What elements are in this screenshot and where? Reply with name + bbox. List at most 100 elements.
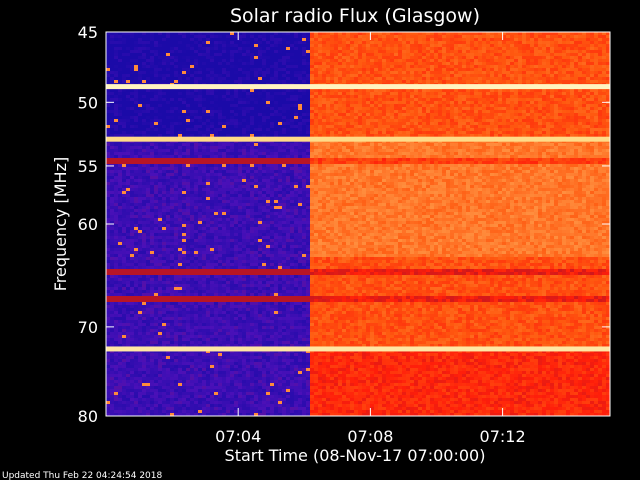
spectrogram-cell [274,47,278,50]
spectrogram-cell [198,35,202,38]
spectrogram-cell [358,47,362,50]
spectrogram-cell [166,92,170,95]
spectrogram-cell [114,89,118,92]
spectrogram-cell [518,68,522,71]
spectrogram-cell [578,59,582,62]
spectrogram-cell [434,68,438,71]
spectrogram-cell [398,77,402,80]
spectrogram-cell [278,53,282,56]
spectrogram-cell [178,56,182,59]
spectrogram-cell [458,68,462,71]
spectrogram-cell [130,59,134,62]
spectrogram-cell [130,92,134,95]
spectrogram-cell [570,77,574,80]
spectrogram-cell [586,89,590,92]
spectrogram-cell [602,77,606,80]
spectrogram-cell [326,35,330,38]
spectrogram-cell [118,65,122,68]
spectrogram-cell [582,59,586,62]
spectrogram-cell [190,41,194,44]
spectrogram-cell [522,65,526,68]
spectrogram-cell [166,53,170,56]
spectrogram-cell [302,95,306,98]
spectrogram-cell [562,50,566,53]
spectrogram-cell [402,41,406,44]
spectrogram-cell [346,80,350,83]
spectrogram-cell [422,38,426,41]
spectrogram-cell [190,38,194,41]
spectrogram-cell [446,50,450,53]
spectrogram-cell [154,59,158,62]
spectrogram-cell [198,77,202,80]
spectrogram-cell [314,56,318,59]
spectrogram-cell [538,92,542,95]
spectrogram-cell [494,77,498,80]
spectrogram-cell [474,89,478,92]
spectrogram-cell [130,62,134,65]
spectrogram-cell [410,62,414,65]
spectrogram-cell [486,77,490,80]
spectrogram-cell [366,59,370,62]
spectrogram-cell [206,89,210,92]
spectrogram-cell [286,38,290,41]
spectrogram-cell [266,35,270,38]
spectrogram-cell [474,59,478,62]
spectrogram-plot-area [106,32,610,416]
spectrogram-cell [498,80,502,83]
spectrogram-cell [378,35,382,38]
spectrogram-cell [426,77,430,80]
spectrogram-cell [514,59,518,62]
spectrogram-cell [310,98,314,101]
spectrogram-cell [470,92,474,95]
spectrogram-cell [510,38,514,41]
spectrogram-cell [330,38,334,41]
spectrogram-cell [406,59,410,62]
spectrogram-cell [362,92,366,95]
spectrogram-cell [198,62,202,65]
spectrogram-cell [458,95,462,98]
spectrogram-cell [562,71,566,74]
spectrogram-cell [546,68,550,71]
spectrogram-cell [290,56,294,59]
spectrogram-cell [534,68,538,71]
spectrogram-cell [394,77,398,80]
spectrogram-cell [542,62,546,65]
spectrogram-cell [306,41,310,44]
spectrogram-cell [398,35,402,38]
spectrogram-cell [410,80,414,83]
spectrogram-cell [502,95,506,98]
spectrogram-cell [350,65,354,68]
spectrogram-cell [422,62,426,65]
spectrogram-cell [318,44,322,47]
spectrogram-cell [302,71,306,74]
spectrogram-cell [378,80,382,83]
spectrogram-cell [246,95,250,98]
spectrogram-cell [254,44,258,47]
spectrogram-cell [594,92,598,95]
spectrogram-cell [414,80,418,83]
spectrogram-cell [238,89,242,92]
spectrogram-cell [518,41,522,44]
spectrogram-cell [314,47,318,50]
spectrogram-cell [558,47,562,50]
spectrogram-cell [438,77,442,80]
spectrogram-cell [394,89,398,92]
spectrogram-cell [246,65,250,68]
spectrogram-cell [274,65,278,68]
spectrogram-cell [470,53,474,56]
spectrogram-cell [354,62,358,65]
spectrogram-cell [262,95,266,98]
spectrogram-cell [222,68,226,71]
spectrogram-cell [570,41,574,44]
spectrogram-cell [470,56,474,59]
spectrogram-cell [522,92,526,95]
spectrogram-cell [410,65,414,68]
spectrogram-cell [250,77,254,80]
spectrogram-cell [106,56,110,59]
spectrogram-cell [314,71,318,74]
spectrogram-cell [370,89,374,92]
spectrogram-cell [166,35,170,38]
spectrogram-cell [578,35,582,38]
spectrogram-cell [410,47,414,50]
spectrogram-cell [598,80,602,83]
